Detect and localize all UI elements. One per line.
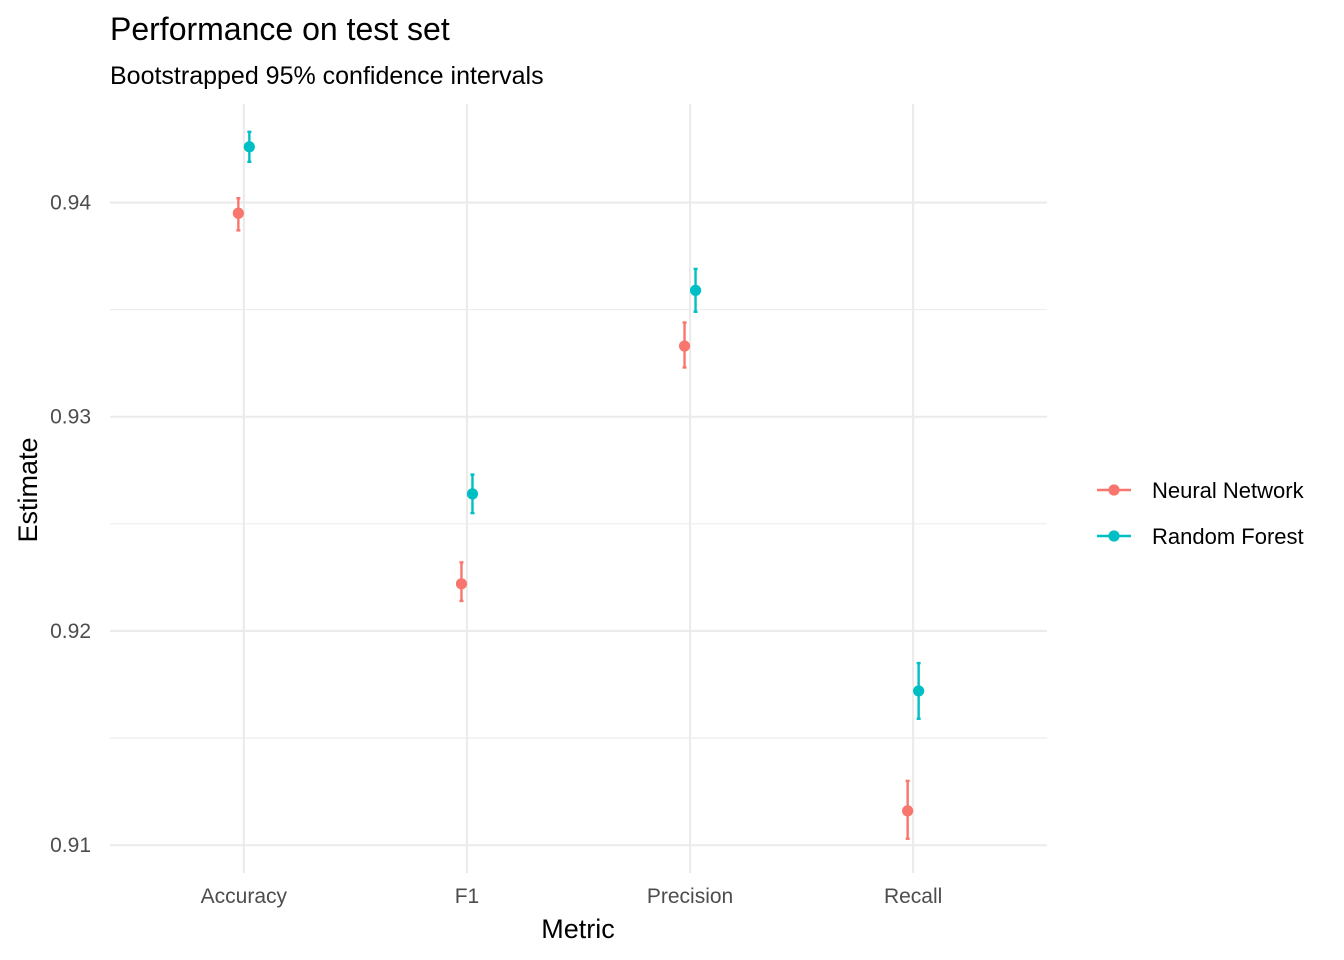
x-axis-ticks: Accuracy F1 Precision Recall xyxy=(201,885,943,908)
data-point xyxy=(455,578,468,590)
y-tick-label: 0.93 xyxy=(50,406,91,429)
legend-key-point xyxy=(1108,484,1120,496)
plot-grid xyxy=(110,104,1047,873)
data-point xyxy=(913,685,925,697)
x-tick-label: F1 xyxy=(455,885,480,908)
y-tick-label: 0.91 xyxy=(50,834,91,857)
data-point xyxy=(243,141,255,153)
x-tick-label: Accuracy xyxy=(201,885,288,908)
data-point xyxy=(689,284,702,296)
data-point xyxy=(902,805,914,817)
x-tick-label: Precision xyxy=(647,885,733,908)
y-axis-ticks: 0.91 0.92 0.93 0.94 xyxy=(50,192,91,858)
x-tick-label: Recall xyxy=(884,885,942,908)
data-point xyxy=(678,340,691,352)
y-tick-label: 0.92 xyxy=(50,620,91,643)
legend: Neural Network Random Forest xyxy=(1097,478,1305,549)
data-point xyxy=(232,207,244,219)
chart-title: Performance on test set xyxy=(110,11,450,47)
legend-label: Random Forest xyxy=(1152,524,1304,549)
y-axis-title: Estimate xyxy=(13,437,43,542)
data-point xyxy=(466,488,479,500)
legend-label: Neural Network xyxy=(1152,478,1305,503)
y-tick-label: 0.94 xyxy=(50,192,91,215)
legend-item: Random Forest xyxy=(1097,524,1304,549)
legend-item: Neural Network xyxy=(1097,478,1305,503)
chart-subtitle: Bootstrapped 95% confidence intervals xyxy=(110,62,544,90)
legend-key-point xyxy=(1108,530,1120,542)
x-axis-title: Metric xyxy=(541,914,615,944)
plot-marks xyxy=(232,130,925,840)
